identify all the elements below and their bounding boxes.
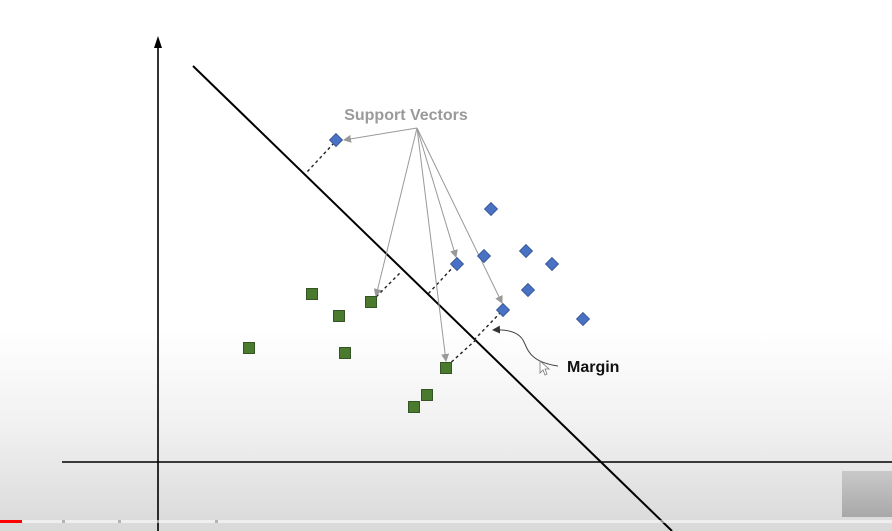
class-b-point bbox=[333, 310, 345, 322]
video-progress-bar[interactable] bbox=[0, 520, 892, 523]
y-axis-arrow-icon bbox=[154, 36, 162, 48]
class-a-point-support-vector bbox=[495, 302, 511, 318]
support-vector-arrows bbox=[343, 127, 503, 362]
margin-dash-b6 bbox=[446, 337, 479, 367]
sv-arrow-a8 bbox=[416, 127, 503, 304]
class-a-point bbox=[483, 201, 499, 217]
class-a-point-support-vector bbox=[449, 256, 465, 272]
class-b-point bbox=[339, 347, 351, 359]
margin-lines bbox=[306, 142, 502, 367]
cursor-icon bbox=[539, 360, 551, 376]
class-a-point-support-vector bbox=[328, 132, 344, 148]
class-a-point bbox=[518, 243, 534, 259]
chapter-marker bbox=[118, 520, 121, 523]
sv-arrow-a4 bbox=[416, 127, 458, 258]
chapter-marker bbox=[62, 520, 65, 523]
corner-thumbnail bbox=[842, 471, 892, 517]
class-b-point bbox=[243, 342, 255, 354]
margin-arrow bbox=[492, 325, 559, 367]
sv-arrow-b3 bbox=[373, 127, 418, 297]
support-vectors-label: Support Vectors bbox=[344, 107, 468, 124]
class-b-point bbox=[408, 401, 420, 413]
video-progress-fill bbox=[0, 520, 23, 523]
chapter-marker bbox=[215, 520, 218, 523]
class-a-point bbox=[520, 282, 536, 298]
class-b-point-support-vector bbox=[440, 362, 452, 374]
sv-arrow-b6 bbox=[416, 127, 450, 362]
class-b-point bbox=[306, 288, 318, 300]
margin-dash-a8 bbox=[473, 311, 502, 341]
margin-label: Margin bbox=[567, 359, 619, 376]
class-a-point bbox=[575, 311, 591, 327]
sv-arrow-a1 bbox=[343, 127, 418, 143]
class-b-point bbox=[421, 389, 433, 401]
class-a-point bbox=[544, 256, 560, 272]
class-b-points bbox=[243, 288, 452, 413]
class-a-point bbox=[476, 248, 492, 264]
class-a-points bbox=[328, 132, 591, 327]
margin-dash-a1 bbox=[306, 142, 335, 173]
hyperplane-line bbox=[192, 65, 673, 531]
margin-dash-a4 bbox=[427, 264, 456, 295]
class-b-point-support-vector bbox=[365, 296, 377, 308]
